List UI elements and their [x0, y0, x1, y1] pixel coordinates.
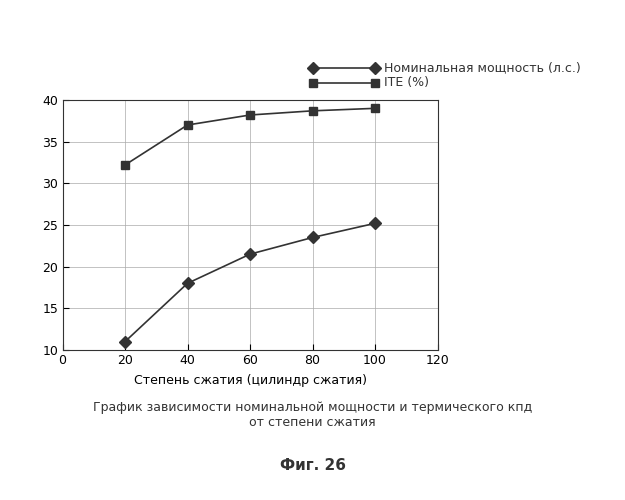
Text: ITE (%): ITE (%)	[384, 76, 429, 89]
Text: Фиг. 26: Фиг. 26	[279, 458, 346, 472]
Text: График зависимости номинальной мощности и термического кпд: График зависимости номинальной мощности …	[93, 401, 532, 414]
Text: от степени сжатия: от степени сжатия	[249, 416, 376, 429]
Text: Номинальная мощность (л.с.): Номинальная мощность (л.с.)	[384, 61, 581, 74]
X-axis label: Степень сжатия (цилиндр сжатия): Степень сжатия (цилиндр сжатия)	[134, 374, 366, 387]
